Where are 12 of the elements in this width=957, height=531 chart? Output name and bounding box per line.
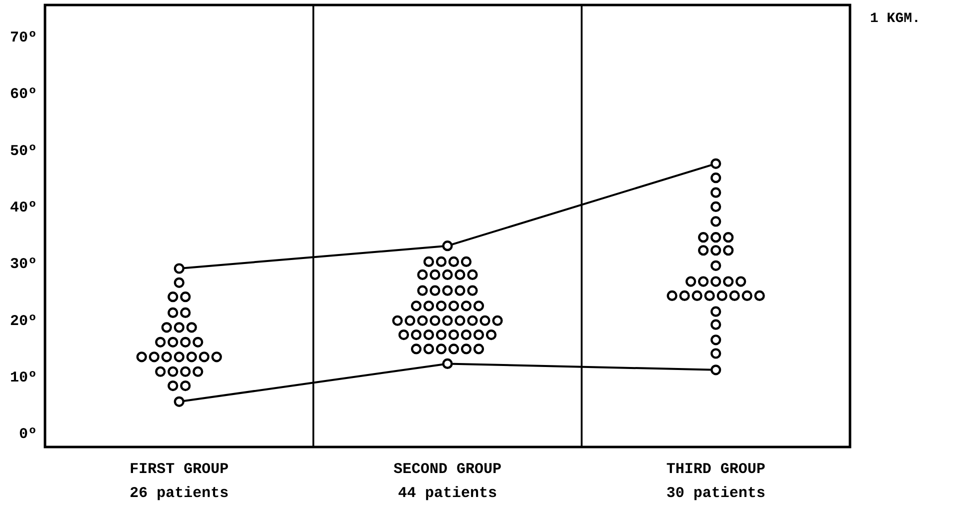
y-tick-label: 20º — [10, 312, 37, 330]
x-tick-label: FIRST GROUP 26 patients — [130, 461, 229, 502]
y-tick-label: 70º — [10, 29, 37, 46]
y-tick-label: 50º — [10, 142, 37, 160]
x-tick-label: THIRD GROUP 30 patients — [666, 461, 766, 502]
x-tick-label: SECOND GROUP 44 patients — [393, 461, 502, 502]
y-tick-label: 10º — [10, 369, 37, 386]
y-tick-label: 0º — [18, 426, 37, 444]
text: 1 KGM. — [870, 11, 920, 27]
y-tick-label: 40º — [10, 199, 37, 216]
y-tick-label: 60º — [10, 86, 37, 104]
y-tick-label: 30º — [10, 256, 37, 274]
